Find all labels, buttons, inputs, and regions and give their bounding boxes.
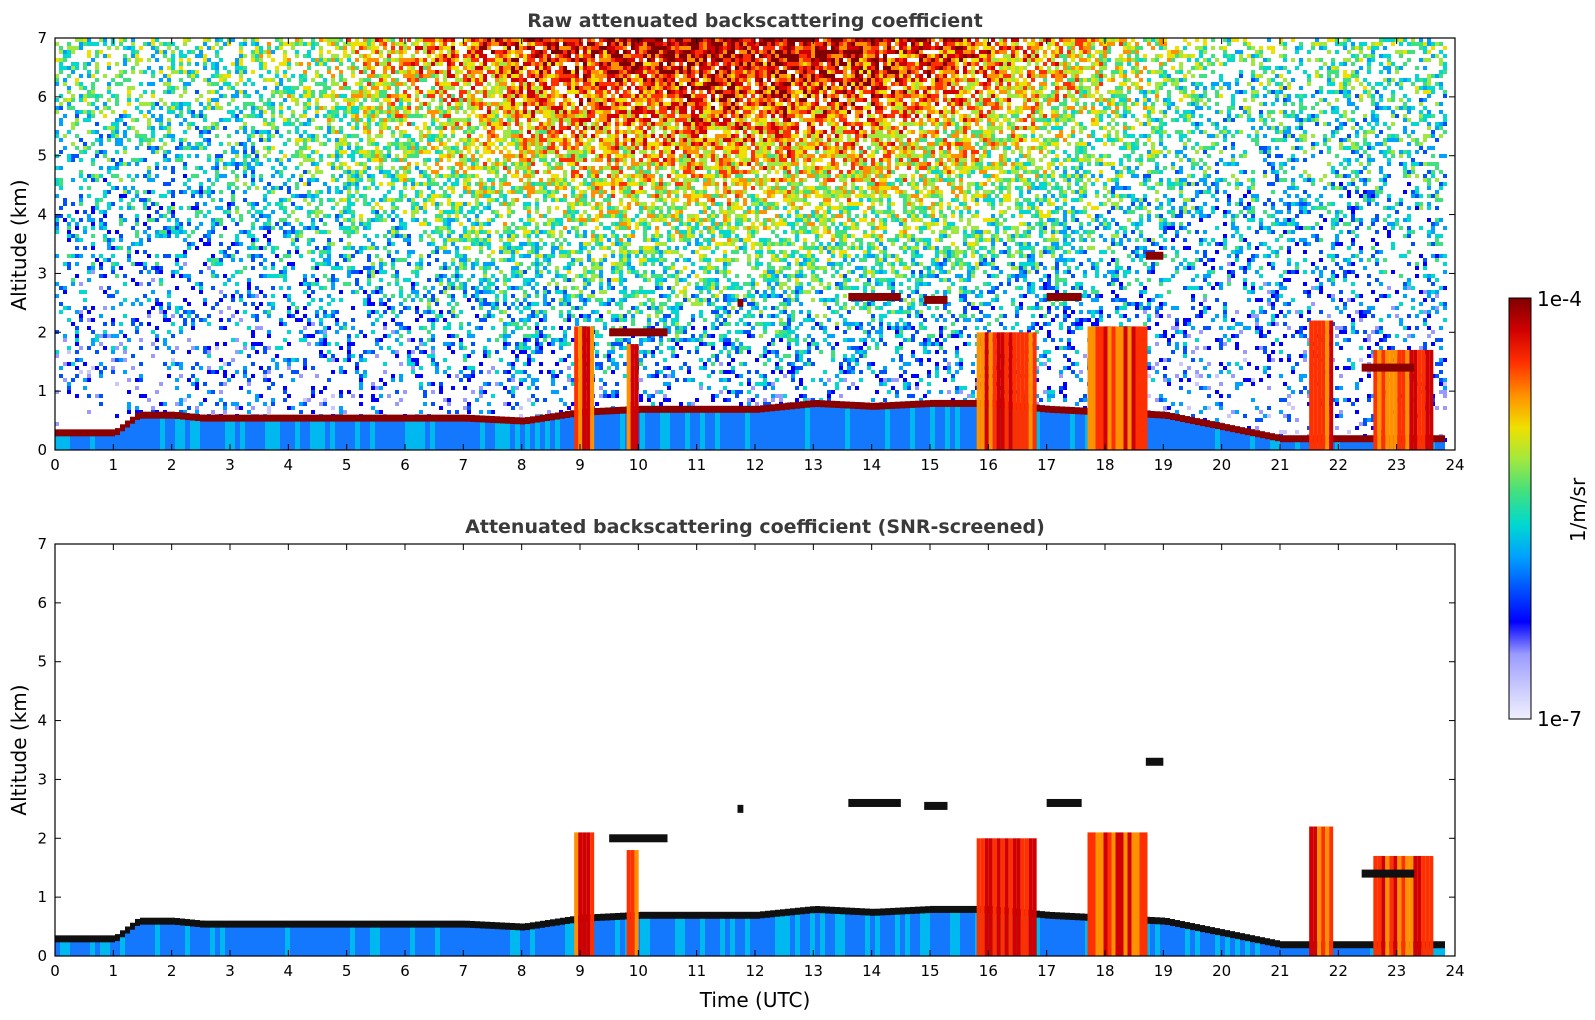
x-tick-label: 18 xyxy=(1095,456,1114,474)
x-tick-label: 9 xyxy=(575,456,585,474)
x-tick-label: 20 xyxy=(1212,456,1231,474)
y-tick-label: 5 xyxy=(37,653,47,671)
x-tick-label: 17 xyxy=(1037,456,1056,474)
x-tick-label: 0 xyxy=(50,962,60,980)
x-tick-label: 8 xyxy=(517,456,527,474)
colorbar xyxy=(1508,297,1532,720)
x-tick-label: 22 xyxy=(1329,962,1348,980)
x-tick-label: 16 xyxy=(979,962,998,980)
x-tick-label: 8 xyxy=(517,962,527,980)
plot-frame xyxy=(54,543,1456,957)
top-chart-title: Raw attenuated backscattering coefficien… xyxy=(527,10,983,32)
y-tick-label: 6 xyxy=(37,88,47,106)
y-tick-label: 1 xyxy=(37,888,47,906)
x-tick-label: 13 xyxy=(804,456,823,474)
x-tick-label: 1 xyxy=(109,456,119,474)
x-tick-label: 9 xyxy=(575,962,585,980)
x-tick-label: 20 xyxy=(1212,962,1231,980)
colorbar-max-label: 1e-4 xyxy=(1537,287,1582,311)
y-tick-label: 3 xyxy=(37,264,47,282)
x-tick-label: 4 xyxy=(284,456,294,474)
x-tick-label: 7 xyxy=(459,456,469,474)
x-tick-label: 19 xyxy=(1154,456,1173,474)
x-tick-label: 5 xyxy=(342,456,352,474)
y-tick-label: 5 xyxy=(37,147,47,165)
bottom-heatmap-panel: 0 1 2 3 4 5 6 7 8 9 10 11 12 13 14 15 16 17 18 19 20 21 22 23 24… xyxy=(37,535,1464,980)
x-tick-label: 24 xyxy=(1445,456,1464,474)
colorbar-unit-label: 1/m/sr xyxy=(1566,477,1590,542)
y-tick-label: 3 xyxy=(37,770,47,788)
heatmap-cells xyxy=(55,757,1445,956)
x-tick-label: 23 xyxy=(1387,962,1406,980)
x-tick-label: 0 xyxy=(50,456,60,474)
x-tick-label: 12 xyxy=(745,962,764,980)
top-heatmap-panel: 0 1 2 3 4 5 6 7 8 9 10 11 12 13 14 15 16 17 18 19 20 21 22 23 24… xyxy=(37,29,1464,474)
y-tick-label: 1 xyxy=(37,382,47,400)
x-tick-label: 19 xyxy=(1154,962,1173,980)
x-axis-label: Time (UTC) xyxy=(699,988,811,1012)
x-tick-label: 11 xyxy=(687,456,706,474)
x-tick-label: 3 xyxy=(225,962,235,980)
x-tick-label: 16 xyxy=(979,456,998,474)
y-tick-label: 4 xyxy=(37,206,47,224)
x-tick-label: 11 xyxy=(687,962,706,980)
x-tick-label: 3 xyxy=(225,456,235,474)
x-tick-label: 15 xyxy=(920,962,939,980)
x-tick-label: 10 xyxy=(629,962,648,980)
x-tick-label: 22 xyxy=(1329,456,1348,474)
x-tick-label: 12 xyxy=(745,456,764,474)
x-tick-label: 6 xyxy=(400,962,410,980)
y-tick-label: 6 xyxy=(37,594,47,612)
top-y-axis-label: Altitude (km) xyxy=(7,179,31,310)
x-tick-label: 13 xyxy=(804,962,823,980)
x-tick-label: 1 xyxy=(109,962,119,980)
x-tick-label: 5 xyxy=(342,962,352,980)
x-tick-label: 7 xyxy=(459,962,469,980)
y-tick-label: 7 xyxy=(37,29,47,47)
x-tick-label: 14 xyxy=(862,456,881,474)
x-tick-label: 24 xyxy=(1445,962,1464,980)
y-tick-label: 7 xyxy=(37,535,47,553)
y-tick-label: 0 xyxy=(37,441,47,459)
x-tick-label: 2 xyxy=(167,456,177,474)
x-tick-label: 23 xyxy=(1387,456,1406,474)
x-tick-label: 10 xyxy=(629,456,648,474)
x-tick-label: 6 xyxy=(400,456,410,474)
x-tick-label: 18 xyxy=(1095,962,1114,980)
y-tick-label: 4 xyxy=(37,712,47,730)
y-tick-label: 2 xyxy=(37,323,47,341)
x-tick-label: 14 xyxy=(862,962,881,980)
heatmap-cells xyxy=(55,38,1447,450)
colorbar-min-label: 1e-7 xyxy=(1537,707,1582,731)
x-tick-label: 4 xyxy=(284,962,294,980)
x-tick-label: 15 xyxy=(920,456,939,474)
y-tick-label: 2 xyxy=(37,829,47,847)
bottom-y-axis-label: Altitude (km) xyxy=(7,684,31,815)
x-tick-label: 17 xyxy=(1037,962,1056,980)
x-tick-label: 21 xyxy=(1270,456,1289,474)
y-tick-label: 0 xyxy=(37,947,47,965)
x-tick-label: 2 xyxy=(167,962,177,980)
bottom-chart-title: Attenuated backscattering coefficient (S… xyxy=(465,516,1045,538)
x-tick-label: 21 xyxy=(1270,962,1289,980)
